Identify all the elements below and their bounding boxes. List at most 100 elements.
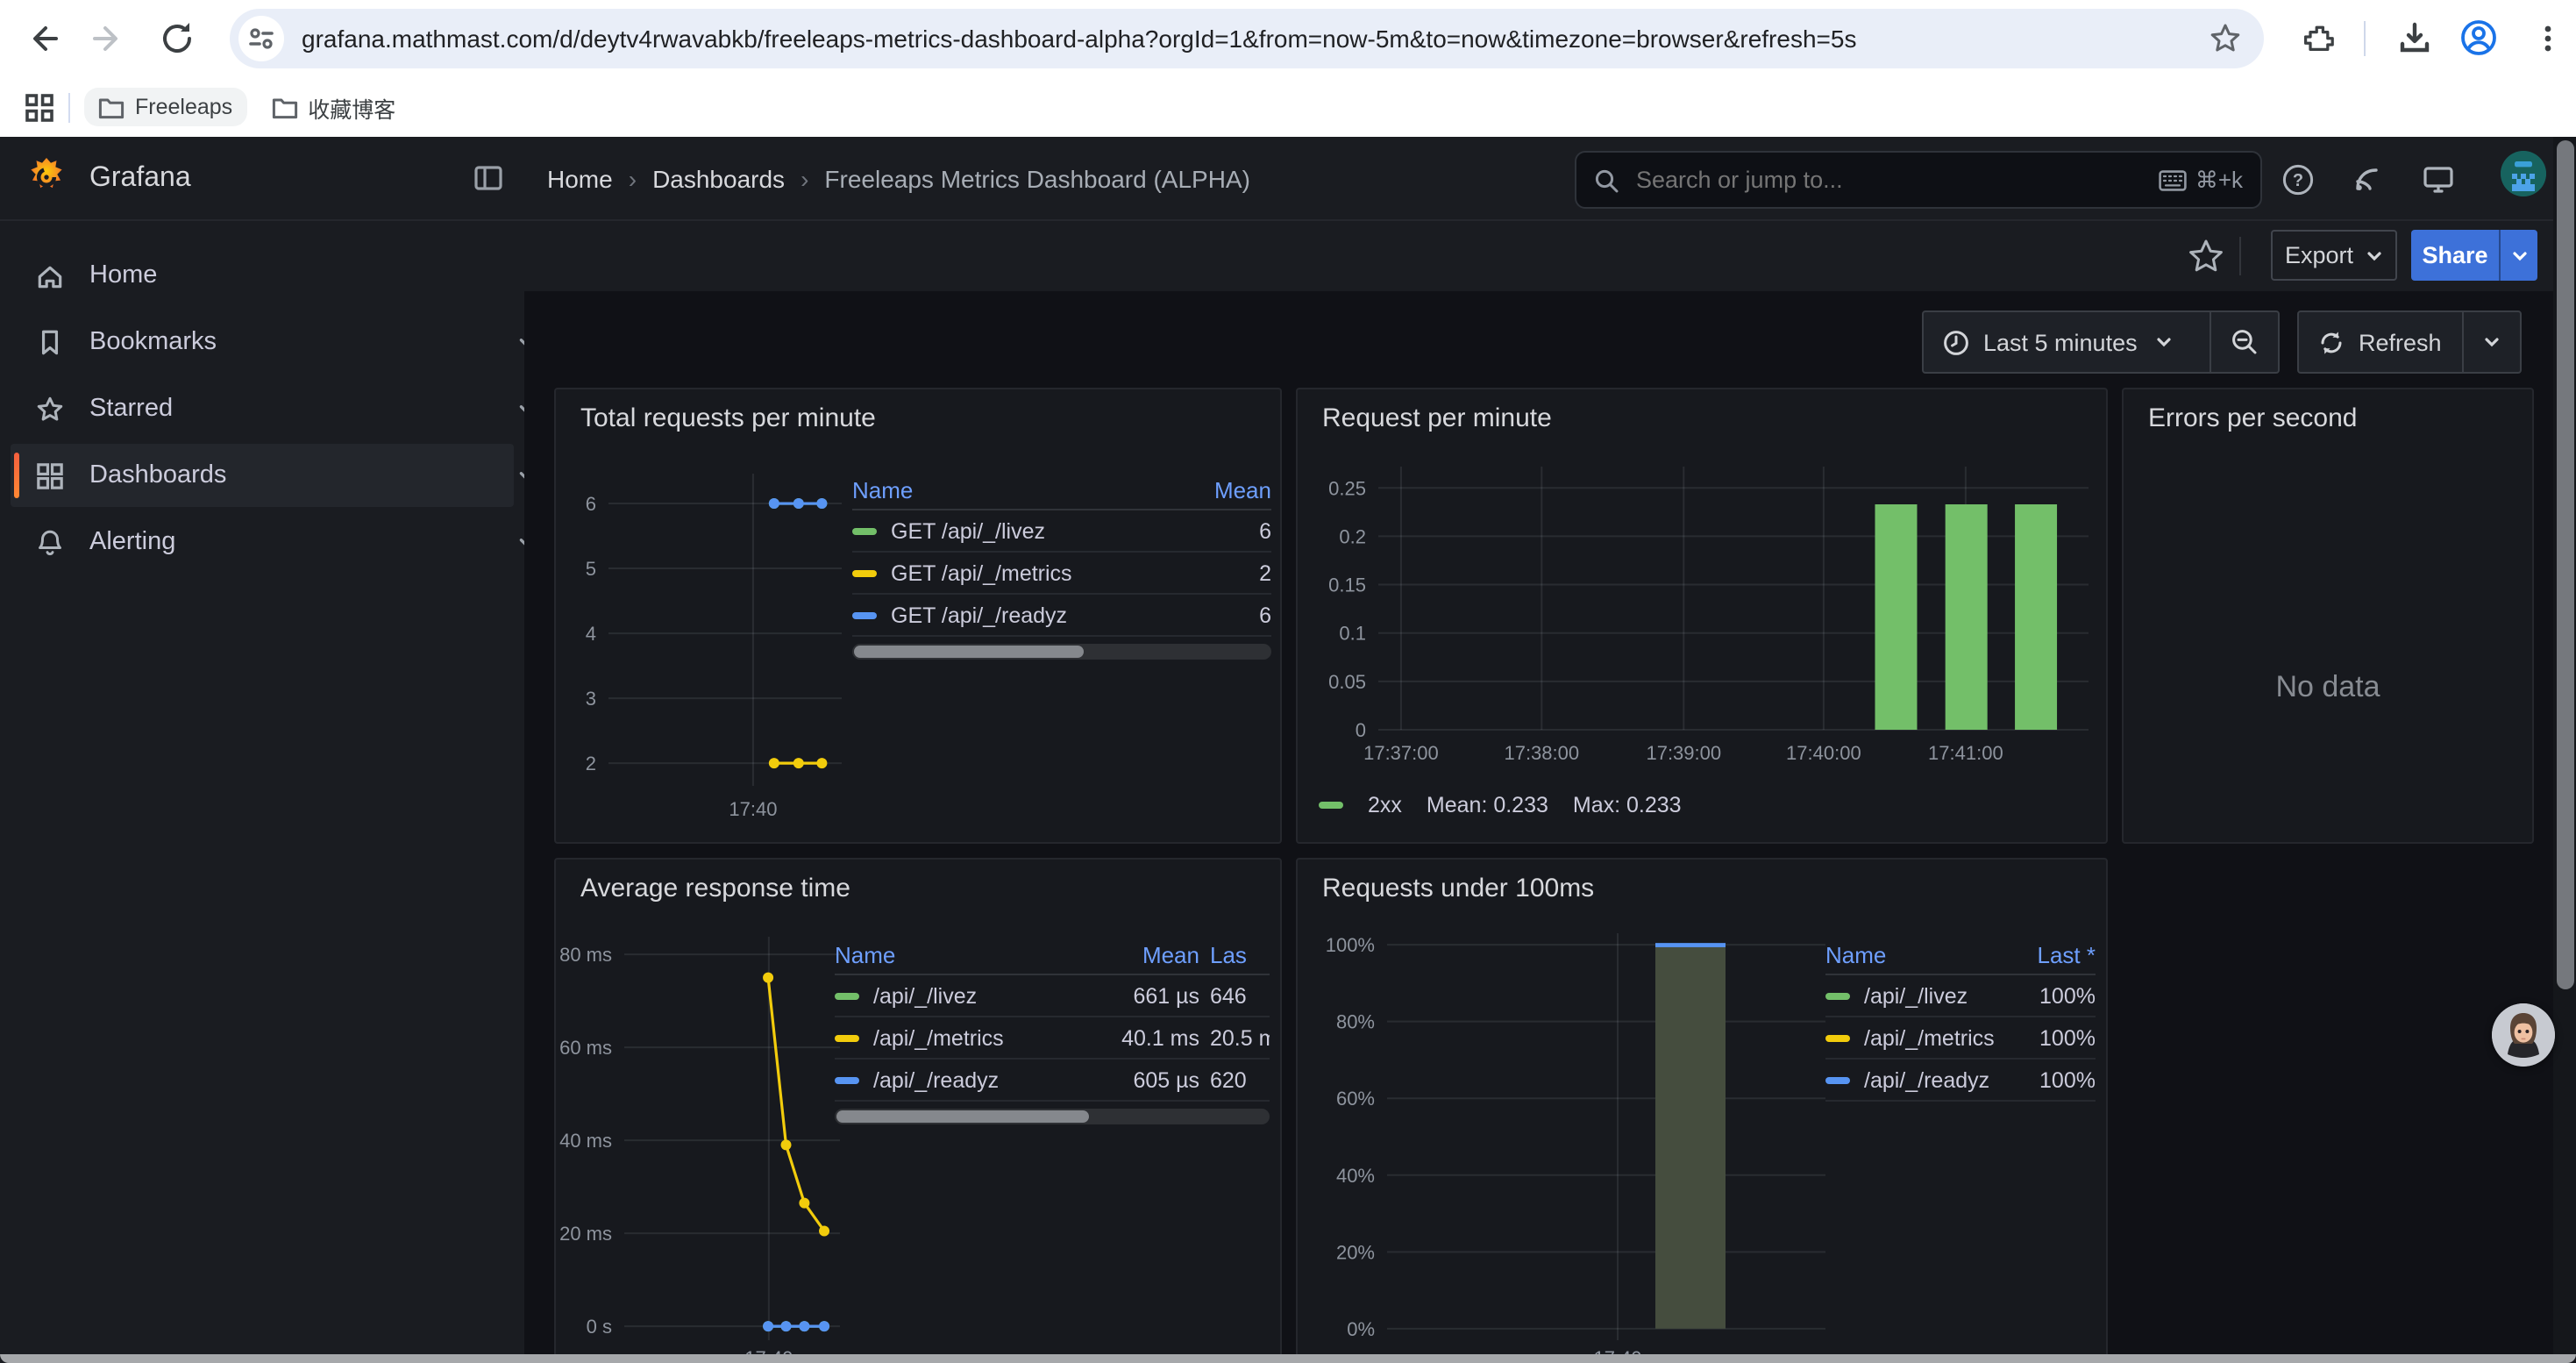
sidebar: Grafana Home Bookmarks Starred Dashboards Al… [0,137,535,1363]
apps-grid-icon[interactable] [25,92,54,122]
profile-icon[interactable] [2460,19,2497,56]
svg-text:17:39:00: 17:39:00 [1646,742,1721,764]
sidebar-item-label: Starred [89,395,174,423]
grafana-logo[interactable] [26,156,67,200]
zoom-out-button[interactable] [2211,312,2278,372]
bookmark-label: Freeleaps [135,95,233,119]
legend-row[interactable]: /api/_/livez 661 µs 646 [835,975,1270,1017]
sidebar-item-home[interactable]: Home [11,244,514,307]
search-box[interactable]: ⌘+k [1575,151,2262,209]
sidebar-collapse-icon[interactable] [473,163,503,193]
address-bar[interactable]: grafana.mathmast.com/d/deytv4rwavabkb/fr… [230,9,2264,68]
breadcrumb-item[interactable]: Dashboards [652,164,786,192]
help-button[interactable]: ? [2273,154,2322,203]
sidebar-item-label: Dashboards [89,461,227,489]
menu-kebab-icon[interactable] [2532,23,2564,54]
share-menu-button[interactable] [2499,230,2537,281]
search-input[interactable] [1633,165,2159,195]
svg-text:20 ms: 20 ms [559,1223,612,1245]
legend-row[interactable]: /api/_/metrics 40.1 ms 20.5 m [835,1017,1270,1060]
refresh-button[interactable]: Refresh [2299,312,2462,372]
legend-header: Name Mean [852,470,1271,510]
legend-scrollbar-thumb[interactable] [836,1110,1089,1123]
user-avatar[interactable] [2501,151,2546,196]
legend-row[interactable]: /api/_/livez 100% [1825,975,2096,1017]
sidebar-item-bookmarks[interactable]: Bookmarks [11,310,535,374]
panel-requests-under-100ms[interactable]: Requests under 100ms100%80%60%40%20%0%17… [1296,858,2108,1363]
bookmark-star-icon[interactable] [2208,21,2243,56]
dashboard-actions-row: Export Share [524,221,2576,293]
legend-row[interactable]: /api/_/metrics 100% [1825,1017,2096,1060]
svg-text:?: ? [2292,170,2302,189]
legend-column-header[interactable]: Mean [1213,476,1271,503]
breadcrumb-item[interactable]: Freeleaps Metrics Dashboard (ALPHA) [824,164,1250,192]
refresh-icon [2321,331,2342,353]
bookmarks-divider [68,92,70,122]
toolbar-divider [2364,21,2366,56]
svg-text:100%: 100% [1326,934,1375,956]
legend-scrollbar[interactable] [835,1109,1270,1124]
legend-row[interactable]: /api/_/readyz 605 µs 620 [835,1060,1270,1102]
time-range-picker[interactable]: Last 5 minutes [1924,312,2210,372]
legend-row[interactable]: /api/_/readyz 100% [1825,1060,2096,1102]
legend-scrollbar[interactable] [852,644,1271,660]
refresh-interval-button[interactable] [2464,312,2520,372]
panel-title: Request per minute [1322,403,1552,433]
window-scrollbar-thumb[interactable] [2556,140,2573,989]
series-color-pill [1319,802,1343,809]
series-color-pill [835,1076,859,1083]
series-name[interactable]: 2xx [1368,793,1402,817]
news-rss-button[interactable] [2343,154,2392,203]
legend-column-header[interactable]: Name [835,941,896,967]
extensions-icon[interactable] [2302,21,2338,56]
sidebar-item-label: Home [89,261,158,289]
sidebar-header: Grafana [0,137,524,221]
svg-text:2: 2 [586,753,596,774]
series-color-pill [1825,1034,1850,1041]
search-icon [1595,168,1619,192]
legend-scrollbar-thumb[interactable] [854,646,1085,658]
svg-text:0.2: 0.2 [1339,525,1366,547]
panel-total-requests-per-minute[interactable]: Total requests per minute 6 5 4 3 2 17:40 Name M… [554,388,1282,844]
legend-row[interactable]: GET /api/_/livez 6 [852,510,1271,553]
panel-title: Requests under 100ms [1322,874,1595,903]
sidebar-item-alerting[interactable]: Alerting [11,510,535,574]
series-name: GET /api/_/metrics [891,560,1072,585]
back-icon[interactable] [23,19,61,58]
legend-column-header[interactable]: Last * [2037,941,2096,967]
panel-title: Average response time [580,874,850,903]
floating-assistant-avatar[interactable] [2492,1003,2555,1067]
refresh-label: Refresh [2359,329,2442,355]
site-settings-icon[interactable] [238,16,284,61]
breadcrumb-item[interactable]: Home [547,164,613,192]
legend-column-header[interactable]: Mean [1142,941,1199,967]
legend-row[interactable]: GET /api/_/metrics 2 [852,553,1271,595]
panel-request-per-minute[interactable]: Request per minute 0.25 0.2 0.15 0.1 0.05 0 17:… [1296,388,2108,844]
series-color-pill [1825,992,1850,999]
download-icon[interactable] [2397,21,2432,56]
sidebar-item-starred[interactable]: Starred [11,377,535,440]
favorite-star-icon[interactable] [2185,235,2227,277]
panel-errors-per-second[interactable]: Errors per second No data [2122,388,2534,844]
svg-text:17:38:00: 17:38:00 [1504,742,1579,764]
svg-text:0: 0 [1356,719,1366,741]
monitor-button[interactable] [2413,154,2462,203]
legend-column-header[interactable]: Name [852,476,914,503]
bookmark-item[interactable]: Freeleaps [84,88,247,126]
brand-name: Grafana [89,162,191,192]
sidebar-item-dashboards[interactable]: Dashboards [11,444,535,507]
svg-text:80%: 80% [1336,1011,1375,1033]
series-value: 605 µs [1133,1067,1199,1092]
legend-row[interactable]: GET /api/_/readyz 6 [852,595,1271,637]
time-range-label: Last 5 minutes [1983,329,2138,355]
legend-column-header[interactable]: Las [1210,941,1247,967]
bookmark-item[interactable]: 收藏博客 [257,83,409,131]
export-button[interactable]: Export [2271,230,2397,281]
series-value: 6 [1259,603,1271,627]
panel-average-response-time[interactable]: Average response time 80 ms 60 ms 40 ms 20 m… [554,858,1282,1363]
forward-icon[interactable] [89,19,128,58]
legend-column-header[interactable]: Name [1825,941,1887,967]
share-button[interactable]: Share [2411,230,2499,281]
reload-icon[interactable] [158,19,196,58]
sidebar-nav: Home Bookmarks Starred Dashboards Alerting [0,240,535,577]
